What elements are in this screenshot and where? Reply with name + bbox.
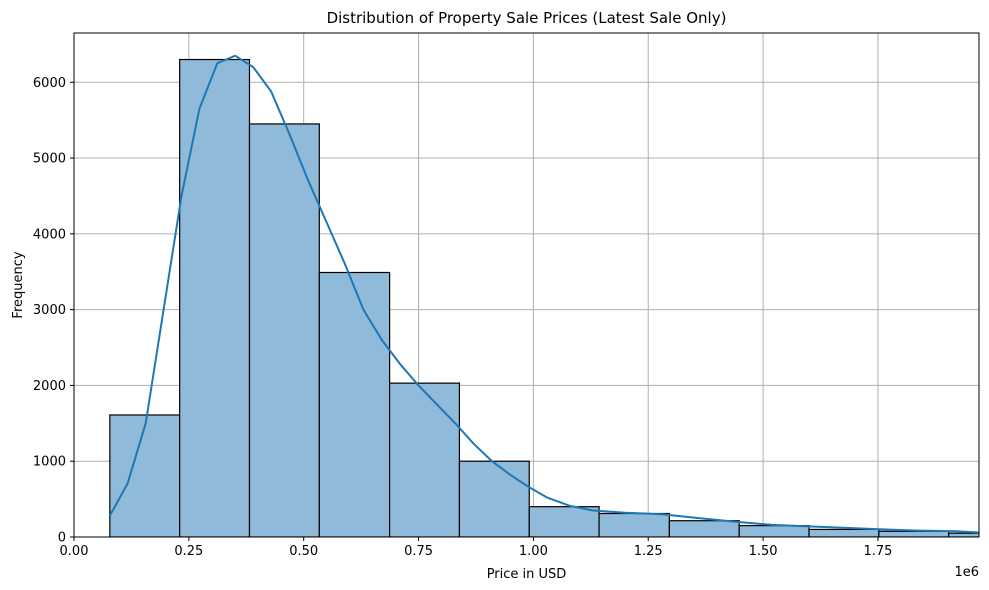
- bars-layer: [109, 58, 979, 537]
- x-axis-offset-label: 1e6: [954, 565, 979, 580]
- x-tick-label: 0.50: [289, 544, 318, 559]
- chart-title: Distribution of Property Sale Prices (La…: [327, 9, 727, 27]
- x-axis-label: Price in USD: [487, 567, 567, 582]
- y-tick-label: 5000: [33, 152, 66, 167]
- y-axis-label: Frequency: [11, 251, 26, 318]
- x-tick-label: 0.00: [60, 544, 89, 559]
- y-tick-label: 3000: [33, 303, 66, 318]
- histogram-bar: [878, 530, 950, 537]
- histogram-bar: [179, 58, 251, 537]
- y-tick-label: 4000: [33, 227, 66, 242]
- histogram-bar: [528, 506, 600, 537]
- x-tick-label: 1.50: [749, 544, 778, 559]
- histogram-bar: [808, 528, 880, 537]
- histogram-bar: [598, 512, 670, 537]
- histogram-bar: [248, 123, 320, 537]
- ticks-layer: 0.00 0.25 0.50 0.75 1.00 1.25 1.50 1.75 0 1000 200…: [33, 76, 893, 559]
- x-tick-label: 0.25: [174, 544, 203, 559]
- kde-layer: [108, 54, 979, 534]
- histogram-bar: [389, 382, 461, 537]
- x-tick-label: 0.75: [404, 544, 433, 559]
- histogram-bar: [738, 525, 810, 537]
- histogram-bar: [668, 520, 740, 537]
- x-tick-label: 1.75: [863, 544, 892, 559]
- x-tick-label: 1.00: [519, 544, 548, 559]
- y-tick-label: 0: [58, 531, 66, 546]
- kde-line: [108, 54, 979, 534]
- histogram-bar: [318, 271, 391, 537]
- y-tick-label: 6000: [33, 76, 66, 91]
- histogram-bar: [458, 460, 530, 537]
- y-tick-label: 2000: [33, 379, 66, 394]
- histogram-bar: [948, 532, 979, 537]
- x-tick-label: 1.25: [634, 544, 663, 559]
- y-tick-label: 1000: [33, 455, 66, 470]
- histogram-bar: [109, 414, 181, 537]
- plot-frame: [73, 32, 980, 538]
